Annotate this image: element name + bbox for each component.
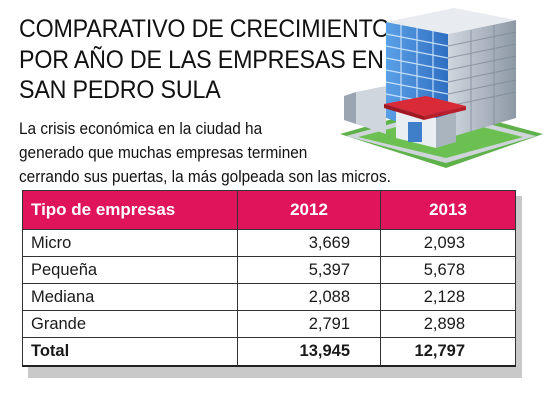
- row-label: Micro: [22, 229, 238, 257]
- data-table: Tipo de empresas 2012 2013 Micro 3,669 2…: [22, 190, 516, 367]
- subtitle-line-3: cerrando sus puertas, la más golpeada so…: [19, 168, 391, 186]
- office-building-icon: [340, 8, 543, 168]
- chart-title: COMPARATIVO DE CRECIMIENTO POR AÑO DE LA…: [19, 14, 391, 106]
- header-2013: 2013: [380, 190, 516, 230]
- subtitle-line-2: generado que muchas empresas terminen: [19, 144, 308, 162]
- row-label: Pequeña: [22, 256, 238, 284]
- subtitle-line-1: La crisis económica en la ciudad ha: [19, 120, 263, 138]
- header-tipo: Tipo de empresas: [22, 190, 238, 230]
- total-2013: 12,797: [380, 337, 516, 367]
- table-row: Micro 3,669 2,093: [22, 229, 516, 257]
- row-label: Grande: [22, 310, 238, 338]
- table-header-row: Tipo de empresas 2012 2013: [22, 190, 516, 230]
- table-total-row: Total 13,945 12,797: [22, 337, 516, 367]
- data-table-container: Tipo de empresas 2012 2013 Micro 3,669 2…: [22, 190, 522, 378]
- title-line-2: POR AÑO DE LAS EMPRESAS EN: [19, 45, 384, 74]
- title-line-1: COMPARATIVO DE CRECIMIENTO: [19, 15, 391, 43]
- table-row: Grande 2,791 2,898: [22, 310, 516, 338]
- cell-2012: 3,669: [237, 229, 381, 257]
- cell-2012: 5,397: [237, 256, 381, 284]
- cell-2012: 2,791: [237, 310, 381, 338]
- cell-2012: 2,088: [237, 283, 381, 311]
- total-label: Total: [22, 337, 238, 367]
- cell-2013: 2,093: [380, 229, 516, 257]
- table-row: Pequeña 5,397 5,678: [22, 256, 516, 284]
- cell-2013: 2,898: [380, 310, 516, 338]
- title-line-3: SAN PEDRO SULA: [19, 76, 221, 104]
- header-2012: 2012: [237, 190, 381, 230]
- table-row: Mediana 2,088 2,128: [22, 283, 516, 311]
- chart-subtitle: La crisis económica en la ciudad ha gene…: [19, 117, 438, 189]
- total-2012: 13,945: [237, 337, 381, 367]
- cell-2013: 5,678: [380, 256, 516, 284]
- row-label: Mediana: [22, 283, 238, 311]
- cell-2013: 2,128: [380, 283, 516, 311]
